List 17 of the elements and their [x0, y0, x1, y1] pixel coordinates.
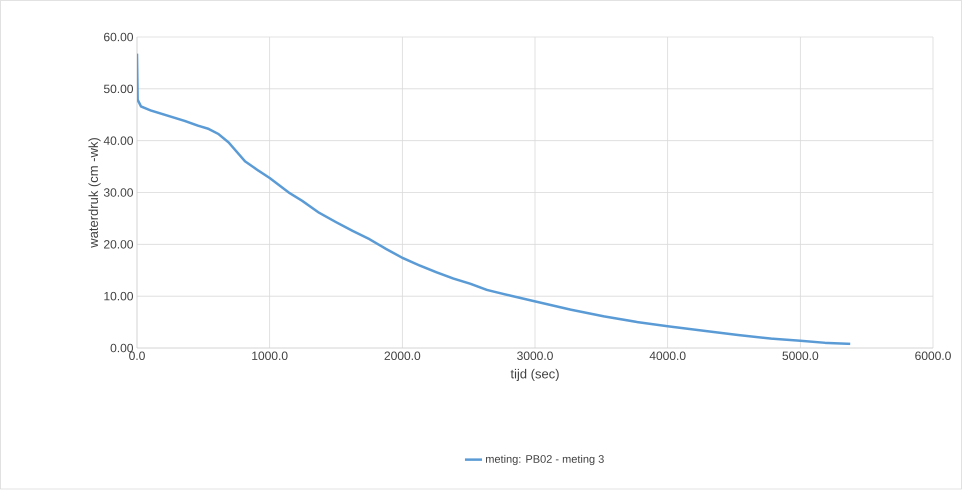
y-axis-title: waterdruk (cm -wk) — [88, 138, 101, 248]
y-tick-label: 60.00 — [104, 32, 134, 42]
x-tick-label: 2000.0 — [384, 352, 420, 360]
legend-label: meting: PB02 - meting 3 — [486, 454, 604, 466]
x-tick-label: 0.0 — [129, 352, 145, 360]
y-tick-label: 10.00 — [104, 292, 134, 300]
y-tick-label: 30.00 — [104, 188, 134, 197]
x-tick-label: 3000.0 — [517, 352, 553, 360]
x-tick-label: 4000.0 — [650, 352, 686, 360]
y-tick-label: 20.00 — [104, 240, 134, 249]
x-tick-label: 5000.0 — [782, 352, 818, 360]
x-tick-label: 6000.0 — [915, 352, 951, 360]
y-tick-label: 40.00 — [104, 136, 134, 145]
x-axis-title: tijd (sec) — [510, 368, 559, 382]
x-tick-label: 1000.0 — [252, 352, 288, 360]
y-tick-label: 50.00 — [104, 84, 134, 94]
y-tick-label: 0.00 — [110, 344, 134, 352]
